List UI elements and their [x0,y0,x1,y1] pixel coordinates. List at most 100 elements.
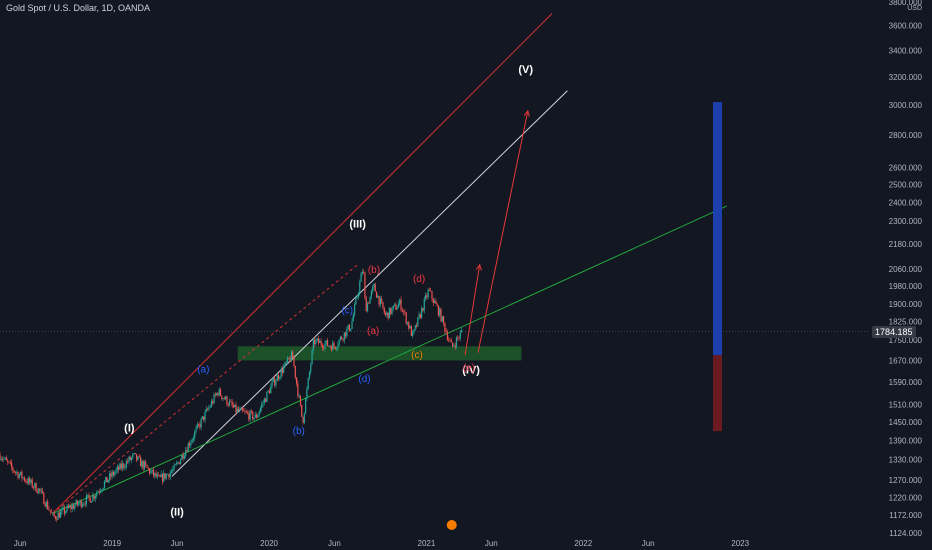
wave-label: (a) [197,364,209,375]
candle-body [112,471,115,476]
candle-body [173,465,175,470]
candle-body [161,474,164,482]
candle-body [196,424,198,429]
candle-body [319,340,321,343]
candle-body [20,471,22,475]
candle-body [266,391,268,402]
candle-body [58,512,60,518]
candle-body [190,442,192,446]
candle-body [289,358,291,362]
candle-body [369,296,371,304]
candle-body [363,272,365,273]
candle-body [84,503,86,505]
candle-body [314,339,316,344]
y-tick-label: 1390.000 [889,436,923,445]
drawing-zones [237,346,522,361]
candle-body [191,439,193,443]
y-tick-label: 1124.000 [889,529,922,538]
x-tick-label: 2019 [103,539,121,548]
candle-body [437,305,440,316]
candle-body [308,371,311,379]
candle-body [98,491,100,493]
x-tick-label: Jun [485,539,498,548]
candle-body [76,500,78,505]
white-trend-line [171,90,568,477]
wave-label: (II) [170,507,184,519]
candle-body [181,454,183,460]
candle-body [293,358,295,366]
candle-body [288,357,290,359]
candle-body [7,460,9,462]
candle-body [370,291,372,297]
candle-body [440,308,442,322]
candle-body [109,473,111,480]
candle-body [445,331,447,333]
candle-body [52,512,54,514]
candle-body [155,472,157,477]
candle-body [235,404,237,413]
candle-body [404,312,406,313]
candle-body [133,453,135,455]
projection-arrows [464,109,530,356]
x-tick-label: 2021 [418,539,436,548]
candle-body [151,469,153,471]
candle-body [223,398,225,400]
candle-body [286,357,289,363]
y-tick-label: 1172.000 [889,511,922,520]
candle-body [88,494,90,498]
y-tick-label: 1590.000 [889,378,923,387]
x-tick-label: Jun [642,539,655,548]
candle-body [436,303,438,306]
y-tick-label: 1900.000 [889,300,923,309]
candle-body [346,328,348,337]
candle-body [23,477,26,481]
candle-body [290,351,293,362]
candle-body [212,401,214,404]
y-tick-label: 2300.000 [889,217,923,226]
candle-body [354,304,356,315]
wave-label: (e) [463,363,475,374]
channel-upper-line [52,13,553,515]
candle-body [356,296,358,298]
candle-body [272,378,274,382]
downside-risk-bar [713,355,722,432]
candle-body [61,508,63,512]
candle-body [40,490,42,492]
candle-body [428,289,431,291]
candle-body [194,431,196,438]
green-trend-line [52,205,728,515]
candle-body [26,481,28,484]
candle-body [177,462,179,464]
candle-body [158,474,160,476]
candle-body [169,472,171,478]
candle-body [176,462,178,465]
candle-body [384,312,387,315]
candle-body [136,453,138,461]
candle-body [335,347,338,349]
candle-body [409,326,411,329]
candle-body [284,362,286,367]
candle-body [374,284,376,292]
candle-body [11,462,13,468]
candle-body [285,362,287,363]
candle-body [240,407,242,409]
candle-body [62,507,64,509]
candle-body [221,395,223,399]
candle-body [227,404,229,406]
candle-body [414,325,416,330]
candle-body [201,416,204,419]
candle-body [39,488,41,491]
candle-body [78,503,80,505]
x-tick-label: Jun [171,539,184,548]
candle-body [382,302,384,309]
x-tick-label: Jun [14,539,27,548]
candle-body [348,324,351,331]
candle-body [323,347,325,349]
candle-body [115,469,117,473]
candle-body [372,287,374,292]
candle-body [209,406,211,408]
candle-body [427,289,429,298]
candle-body [424,295,427,299]
candle-body [351,321,353,329]
